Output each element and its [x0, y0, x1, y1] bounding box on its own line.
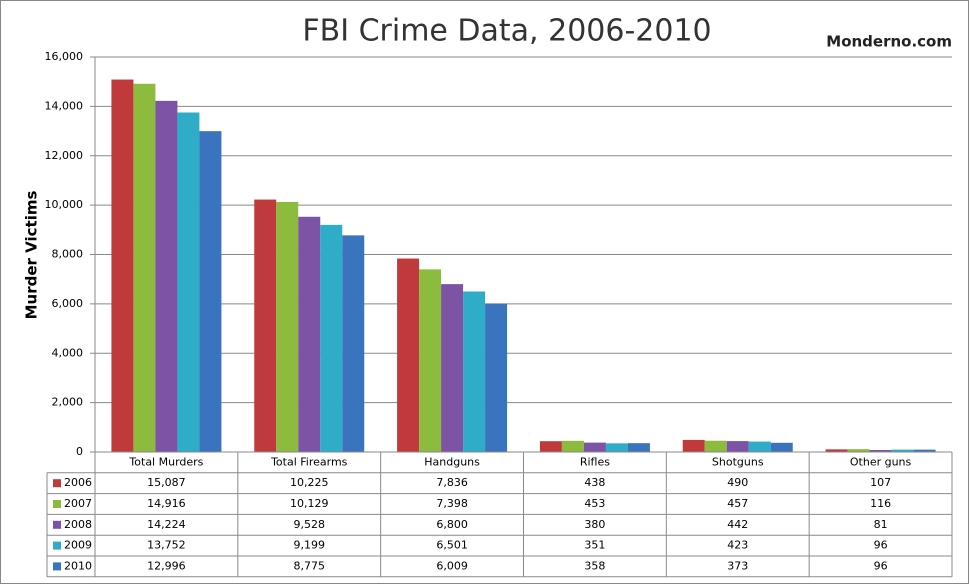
table-value: 453	[584, 497, 605, 510]
y-tick-label: 4,000	[52, 346, 84, 359]
legend-label: 2008	[64, 518, 92, 531]
table-value: 380	[584, 518, 605, 531]
bar	[276, 201, 299, 452]
bar	[682, 439, 705, 452]
bar	[133, 83, 156, 452]
bar	[298, 216, 321, 452]
bar	[891, 449, 914, 452]
table-value: 12,996	[147, 559, 186, 572]
table-value: 9,528	[294, 518, 326, 531]
table-value: 8,775	[294, 559, 326, 572]
table-value: 6,501	[436, 539, 468, 552]
chart-title: FBI Crime Data, 2006-2010	[302, 14, 711, 49]
table-value: 14,224	[147, 518, 186, 531]
x-tick-label: Handguns	[424, 455, 480, 468]
table-value: 423	[727, 539, 748, 552]
bar	[869, 450, 892, 452]
bar	[726, 441, 749, 452]
bar	[111, 79, 134, 453]
table-value: 351	[584, 539, 605, 552]
table-value: 116	[870, 497, 891, 510]
legend-key	[53, 541, 61, 550]
table-value: 438	[584, 476, 605, 489]
table-value: 442	[727, 518, 748, 531]
y-tick-label: 16,000	[45, 50, 84, 63]
bar	[441, 284, 464, 452]
legend-label: 2006	[64, 476, 92, 489]
bar	[155, 100, 178, 452]
y-axis-label: Murder Victims	[23, 191, 41, 320]
bar	[704, 440, 727, 452]
x-tick-label: Total Murders	[128, 455, 203, 468]
bar	[177, 112, 200, 452]
bar	[419, 269, 442, 452]
table-value: 14,916	[147, 497, 186, 510]
table-value: 373	[727, 559, 748, 572]
table-value: 9,199	[294, 539, 326, 552]
bar	[770, 442, 793, 452]
table-value: 358	[584, 559, 605, 572]
legend-label: 2009	[64, 539, 92, 552]
bar	[397, 258, 420, 452]
legend-key	[53, 479, 61, 488]
table-value: 6,009	[436, 559, 468, 572]
x-tick-label: Total Firearms	[270, 455, 348, 468]
bar	[463, 291, 486, 452]
bar	[825, 449, 848, 452]
table-value: 15,087	[147, 476, 186, 489]
y-tick-label: 10,000	[45, 198, 84, 211]
table-value: 490	[727, 476, 748, 489]
y-tick-label: 6,000	[52, 297, 84, 310]
legend-label: 2010	[64, 559, 92, 572]
legend-key	[53, 520, 61, 529]
table-value: 10,129	[290, 497, 329, 510]
y-tick-label: 8,000	[52, 248, 84, 261]
x-tick-label: Other guns	[850, 455, 912, 468]
bar	[342, 235, 365, 452]
bar	[847, 449, 870, 452]
bar	[539, 441, 562, 452]
y-tick-label: 14,000	[45, 99, 84, 112]
table-value: 107	[870, 476, 891, 489]
legend-key	[53, 562, 61, 571]
table-value: 6,800	[436, 518, 468, 531]
bar	[485, 303, 508, 452]
bar	[561, 440, 584, 452]
table-value: 13,752	[147, 539, 186, 552]
bar	[913, 449, 936, 452]
table-value: 7,398	[436, 497, 468, 510]
table-value: 96	[874, 559, 888, 572]
x-tick-label: Rifles	[580, 455, 610, 468]
legend-label: 2007	[64, 497, 92, 510]
bar	[627, 443, 650, 452]
bar	[320, 224, 343, 452]
bar	[748, 441, 771, 452]
bar	[254, 199, 277, 452]
y-tick-label: 2,000	[52, 396, 84, 409]
table-value: 96	[874, 539, 888, 552]
y-tick-label: 12,000	[45, 149, 84, 162]
bar	[199, 131, 222, 452]
watermark: Monderno.com	[826, 33, 952, 51]
bar	[605, 443, 628, 452]
bar	[583, 442, 606, 452]
x-tick-label: Shotguns	[712, 455, 764, 468]
y-tick-label: 0	[76, 445, 83, 458]
legend-key	[53, 500, 61, 508]
table-value: 7,836	[436, 476, 468, 489]
table-value: 10,225	[290, 476, 329, 489]
table-value: 81	[874, 518, 888, 531]
table-value: 457	[727, 497, 748, 510]
